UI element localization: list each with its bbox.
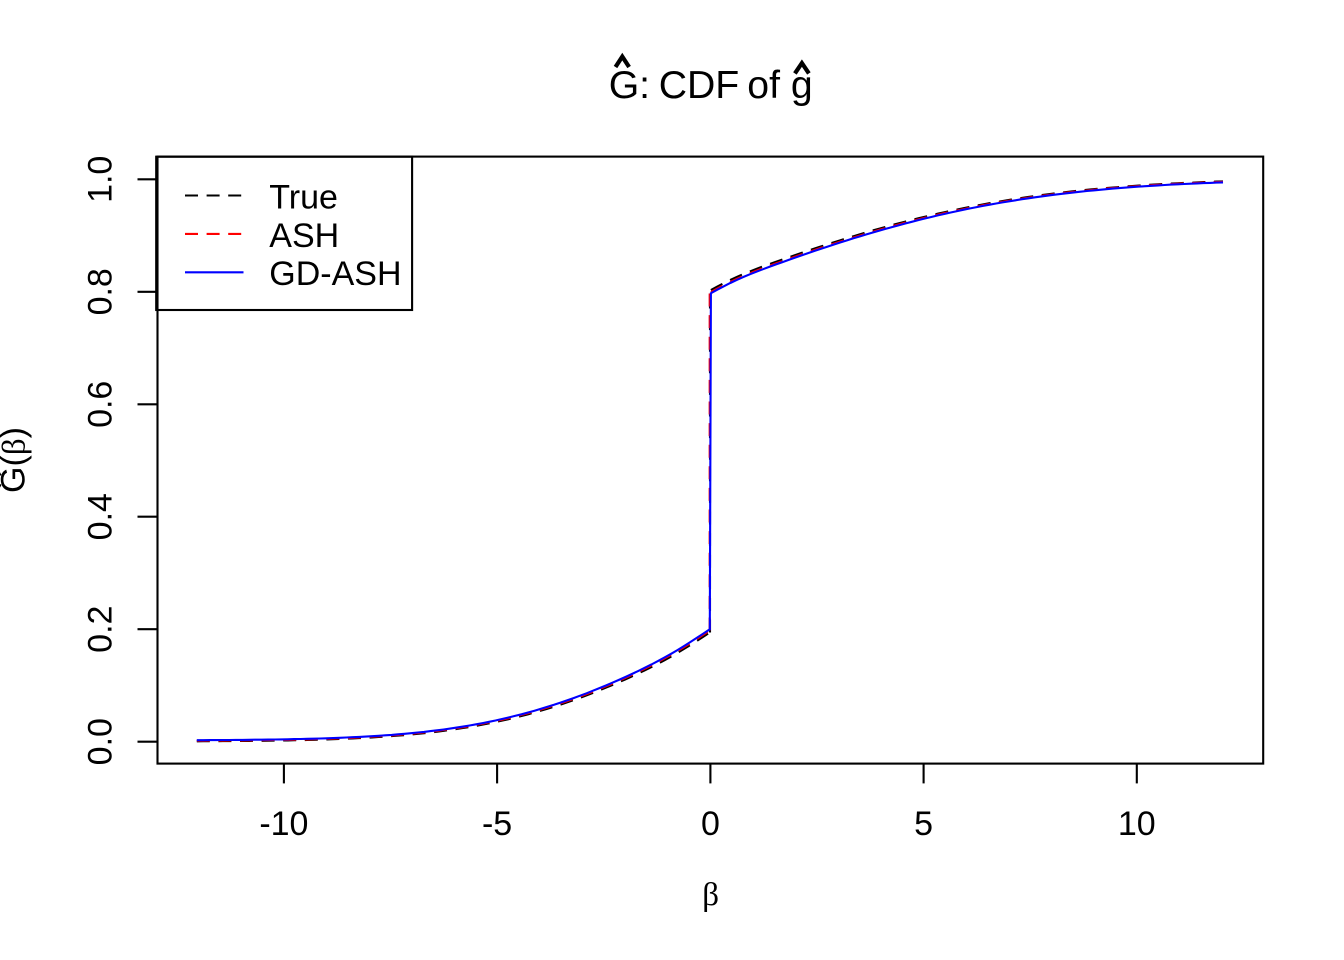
svg-text:ASH: ASH — [269, 217, 339, 255]
svg-text:10: 10 — [1118, 805, 1156, 843]
svg-text:0.0: 0.0 — [81, 718, 119, 765]
svg-text:0.2: 0.2 — [81, 606, 119, 653]
svg-text:0: 0 — [701, 805, 720, 843]
svg-text:β: β — [702, 877, 719, 913]
svg-text:g: g — [791, 64, 813, 107]
svg-text:of: of — [747, 64, 780, 107]
svg-text:0.4: 0.4 — [81, 493, 119, 540]
svg-text:0.8: 0.8 — [81, 268, 119, 315]
svg-text:5: 5 — [914, 805, 933, 843]
svg-text:-10: -10 — [259, 805, 308, 843]
svg-text:CDF: CDF — [659, 64, 740, 107]
svg-text:GD-ASH: GD-ASH — [269, 255, 401, 293]
svg-text:1.0: 1.0 — [81, 156, 119, 203]
svg-text:0.6: 0.6 — [81, 381, 119, 428]
svg-text:G(β): G(β) — [0, 427, 32, 493]
svg-text:G:: G: — [609, 64, 650, 107]
svg-text:-5: -5 — [482, 805, 512, 843]
svg-text:True: True — [269, 178, 338, 216]
